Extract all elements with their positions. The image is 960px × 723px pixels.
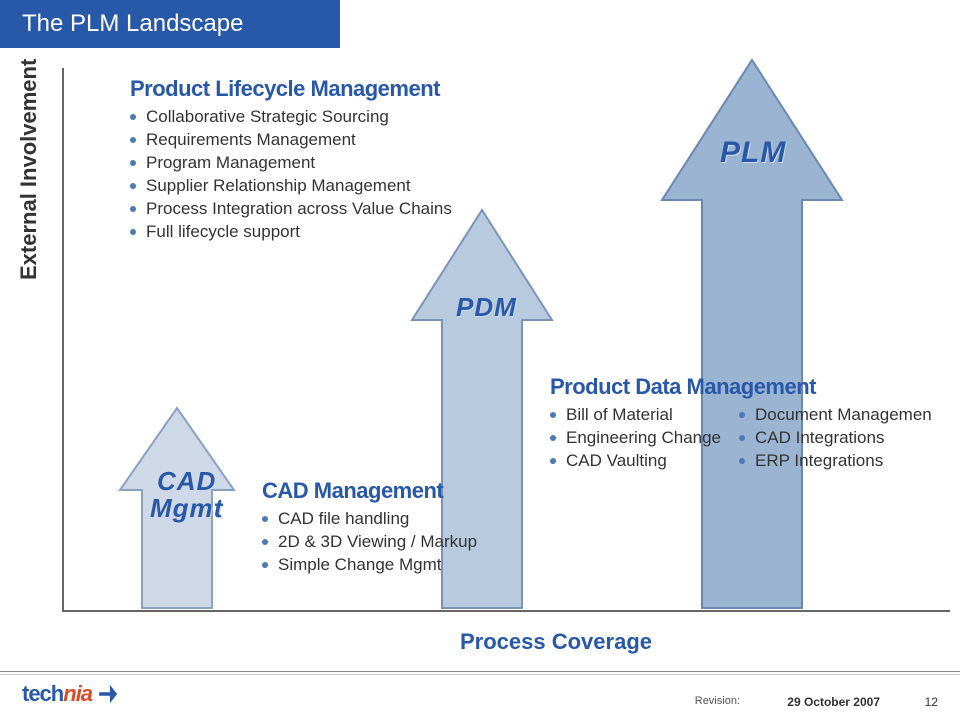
cad-arrow-label: CADMgmt [150, 468, 223, 523]
cad-block-title: CAD Management [262, 478, 562, 504]
plm-block: Product Lifecycle Management Collaborati… [130, 76, 530, 244]
list-item: CAD file handling [262, 508, 562, 531]
list-item: ERP Integrations [739, 450, 932, 473]
logo-part1: tech [22, 681, 63, 706]
revision-date: 29 October 2007 [787, 695, 880, 709]
slide-title: The PLM Landscape [0, 0, 340, 48]
list-item: Bill of Material [550, 404, 721, 427]
list-item: CAD Vaulting [550, 450, 721, 473]
logo-arrow-icon [99, 685, 117, 703]
plm-block-title: Product Lifecycle Management [130, 76, 530, 102]
pdm-block: Product Data Management Bill of Material… [550, 374, 960, 473]
list-item: Requirements Management [130, 129, 530, 152]
revision-label: Revision: [695, 695, 740, 707]
logo: technia [22, 681, 117, 707]
pdm-list-col2: Document Managemen CAD Integrations ERP … [739, 404, 932, 473]
list-item: Collaborative Strategic Sourcing [130, 106, 530, 129]
list-item: Full lifecycle support [130, 221, 530, 244]
diagram-area: External Involvement Process Coverage CA… [20, 60, 950, 653]
pdm-list-col1: Bill of Material Engineering Change CAD … [550, 404, 721, 473]
list-item: Supplier Relationship Management [130, 175, 530, 198]
pdm-block-title: Product Data Management [550, 374, 960, 400]
page-number: 12 [925, 695, 938, 709]
pdm-arrow-label: PDM [456, 292, 517, 323]
logo-part2: nia [63, 681, 92, 706]
list-item: Program Management [130, 152, 530, 175]
cad-block: CAD Management CAD file handling 2D & 3D… [262, 478, 562, 577]
list-item: Document Managemen [739, 404, 932, 427]
list-item: Engineering Change [550, 427, 721, 450]
plm-list: Collaborative Strategic Sourcing Require… [130, 106, 530, 244]
x-axis-label: Process Coverage [460, 629, 652, 655]
list-item: Process Integration across Value Chains [130, 198, 530, 221]
list-item: Simple Change Mgmt [262, 554, 562, 577]
list-item: 2D & 3D Viewing / Markup [262, 531, 562, 554]
footer: technia Revision: 29 October 2007 12 [0, 671, 960, 723]
cad-list: CAD file handling 2D & 3D Viewing / Mark… [262, 508, 562, 577]
y-axis-label: External Involvement [16, 59, 42, 280]
list-item: CAD Integrations [739, 427, 932, 450]
plm-arrow-label: PLM [720, 136, 786, 170]
